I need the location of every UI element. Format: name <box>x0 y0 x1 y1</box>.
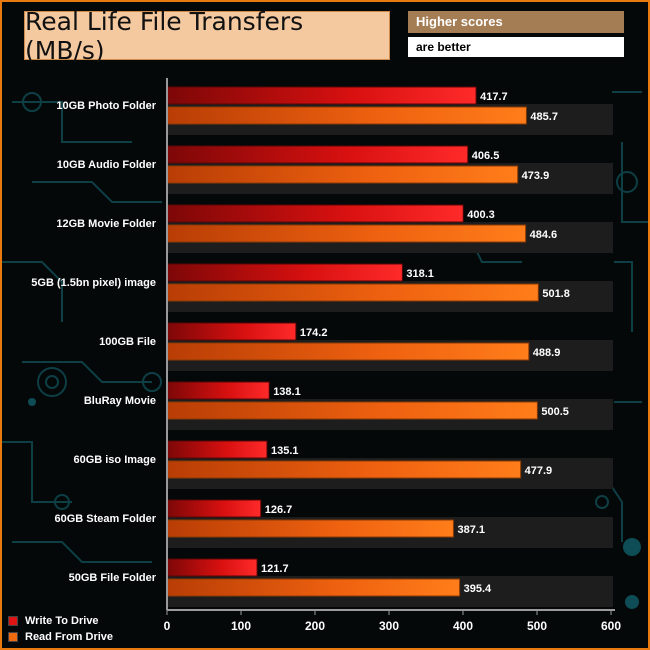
legend-swatch-read <box>8 632 18 642</box>
category-label: 60GB iso Image <box>73 454 156 466</box>
are-better-note: are better <box>408 37 624 57</box>
x-tick-label: 400 <box>453 619 473 633</box>
read-value-label: 485.7 <box>530 111 558 123</box>
legend-item-read: Read From Drive <box>8 629 113 645</box>
category-label: 50GB File Folder <box>69 572 157 584</box>
write-bar <box>166 558 258 577</box>
category-label: BluRay Movie <box>84 395 156 407</box>
read-value-label: 484.6 <box>530 229 558 241</box>
legend-swatch-write <box>8 616 18 626</box>
write-value-label: 121.7 <box>261 563 289 575</box>
legend-item-write: Write To Drive <box>8 613 113 629</box>
x-tick-label: 100 <box>231 619 251 633</box>
read-bar <box>166 578 461 597</box>
write-bar <box>166 440 268 459</box>
chart-title: Real Life File Transfers (MB/s) <box>24 7 390 65</box>
write-value-label: 174.2 <box>300 327 328 339</box>
read-value-label: 387.1 <box>457 524 485 536</box>
category-label: 12GB Movie Folder <box>56 218 156 230</box>
write-bar <box>166 322 297 341</box>
write-value-label: 417.7 <box>480 91 508 103</box>
legend-label-read: Read From Drive <box>25 631 114 643</box>
category-label: 5GB (1.5bn pixel) image <box>31 277 156 289</box>
read-value-label: 488.9 <box>533 347 561 359</box>
read-value-label: 473.9 <box>522 170 550 182</box>
x-tick-label: 200 <box>305 619 325 633</box>
higher-scores-note: Higher scores <box>408 11 624 33</box>
write-value-label: 406.5 <box>472 150 500 162</box>
category-label: 10GB Audio Folder <box>57 159 157 171</box>
write-bar <box>166 145 469 164</box>
write-value-label: 135.1 <box>271 445 299 457</box>
write-bar <box>166 499 262 518</box>
read-value-label: 477.9 <box>525 465 553 477</box>
read-value-label: 501.8 <box>542 288 570 300</box>
read-bar <box>166 283 539 302</box>
read-bar <box>166 165 519 184</box>
read-bar <box>166 519 454 538</box>
write-bar <box>166 86 477 105</box>
read-bar <box>166 106 527 125</box>
read-bar <box>166 224 527 243</box>
write-bar <box>166 381 270 400</box>
read-value-label: 500.5 <box>541 406 569 418</box>
x-tick-label: 300 <box>379 619 399 633</box>
legend: Write To Drive Read From Drive <box>8 613 113 645</box>
read-bar <box>166 460 522 479</box>
write-value-label: 138.1 <box>273 386 301 398</box>
x-tick-label: 500 <box>527 619 547 633</box>
bars-group: 10GB Photo Folder 417.7 485.7 10GB Audio Fo… <box>31 86 613 607</box>
category-label: 100GB File <box>99 336 156 348</box>
read-bar <box>166 401 538 420</box>
write-value-label: 400.3 <box>467 209 495 221</box>
read-value-label: 395.4 <box>464 583 492 595</box>
write-bar <box>166 263 403 282</box>
category-label: 60GB Steam Folder <box>55 513 157 525</box>
write-bar <box>166 204 464 223</box>
write-value-label: 126.7 <box>265 504 293 516</box>
legend-label-write: Write To Drive <box>25 615 99 627</box>
x-tick-label: 0 <box>164 619 171 633</box>
write-value-label: 318.1 <box>406 268 434 280</box>
category-label: 10GB Photo Folder <box>56 100 156 112</box>
x-axis: 0 100 200 300 400 500 600 <box>164 78 621 633</box>
x-tick-label: 600 <box>601 619 621 633</box>
read-bar <box>166 342 530 361</box>
